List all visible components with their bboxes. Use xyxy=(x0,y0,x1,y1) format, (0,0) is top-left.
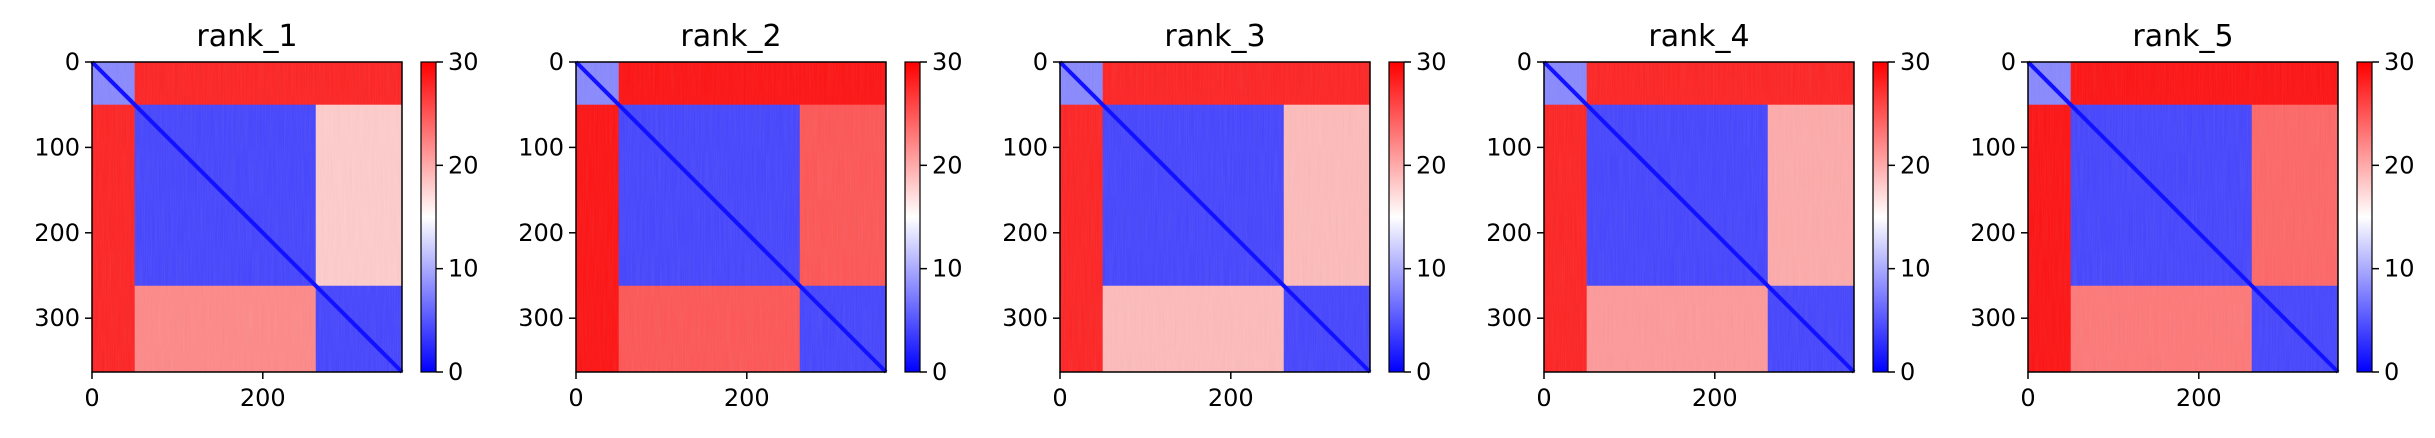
panel-title: rank_1 xyxy=(196,19,297,54)
y-tick-label: 100 xyxy=(1002,133,1048,161)
heatmap-diagonal xyxy=(1058,60,1372,374)
colorbar-tick-label: 0 xyxy=(932,358,947,386)
plot-frame xyxy=(2027,61,2339,373)
y-tick-label: 0 xyxy=(65,48,80,76)
colorbar: 0 10 20 30 xyxy=(904,48,963,386)
colorbar: 0 10 20 30 xyxy=(2356,48,2415,386)
heatmap xyxy=(574,60,888,374)
y-tick-label: 200 xyxy=(518,219,564,247)
x-tick-label: 200 xyxy=(1208,384,1254,412)
colorbar-tick-label: 0 xyxy=(1900,358,1915,386)
colorbar-tick-label: 10 xyxy=(2384,255,2415,283)
panel-rank_5: rank_5 0 200 0 100 200 300 0 10 20 30 xyxy=(1970,19,2414,412)
x-tick-label: 0 xyxy=(568,384,583,412)
y-tick-label: 100 xyxy=(1970,133,2016,161)
colorbar-gradient xyxy=(1388,61,1405,373)
colorbar-tick-label: 20 xyxy=(1416,151,1447,179)
panel-rank_4: rank_4 0 200 0 100 200 300 0 10 20 30 xyxy=(1486,19,1930,412)
y-tick-label: 100 xyxy=(1486,133,1532,161)
heatmap-diagonal xyxy=(90,60,404,374)
panel-title: rank_5 xyxy=(2132,19,2233,54)
colorbar-tick-label: 10 xyxy=(1416,255,1447,283)
colorbar: 0 10 20 30 xyxy=(1872,48,1931,386)
colorbar-tick-label: 20 xyxy=(448,151,479,179)
colorbar-gradient xyxy=(904,61,921,373)
colorbar-tick-label: 30 xyxy=(448,48,479,76)
colorbar-tick-label: 30 xyxy=(1416,48,1447,76)
panel-rank_1: rank_1 0 200 0 100 200 300 0 10 20 30 xyxy=(34,19,478,412)
y-tick-label: 200 xyxy=(1002,219,1048,247)
colorbar-tick-label: 20 xyxy=(932,151,963,179)
y-tick-label: 0 xyxy=(549,48,564,76)
heatmap-diagonal xyxy=(574,60,888,374)
heatmap xyxy=(2026,60,2340,374)
colorbar-tick-label: 20 xyxy=(2384,151,2415,179)
colorbar: 0 10 20 30 xyxy=(420,48,479,386)
y-tick-label: 200 xyxy=(1486,219,1532,247)
x-tick-label: 0 xyxy=(1536,384,1551,412)
plot-frame xyxy=(91,61,403,373)
x-tick-label: 0 xyxy=(84,384,99,412)
y-tick-label: 300 xyxy=(518,304,564,332)
y-tick-label: 100 xyxy=(518,133,564,161)
x-tick-label: 0 xyxy=(1052,384,1067,412)
plot-frame xyxy=(1543,61,1855,373)
x-tick-label: 200 xyxy=(1692,384,1738,412)
panel-rank_3: rank_3 0 200 0 100 200 300 0 10 20 30 xyxy=(1002,19,1446,412)
x-tick-label: 200 xyxy=(2176,384,2222,412)
x-tick-label: 0 xyxy=(2020,384,2035,412)
plot-frame xyxy=(575,61,887,373)
y-tick-label: 300 xyxy=(1486,304,1532,332)
heatmap-diagonal xyxy=(1542,60,1856,374)
y-tick-label: 0 xyxy=(1033,48,1048,76)
colorbar-tick-label: 30 xyxy=(1900,48,1931,76)
heatmap xyxy=(1058,60,1372,374)
heatmap-diagonal xyxy=(2026,60,2340,374)
y-tick-label: 200 xyxy=(1970,219,2016,247)
y-tick-label: 300 xyxy=(1002,304,1048,332)
panel-title: rank_2 xyxy=(680,19,781,54)
heatmap xyxy=(1542,60,1856,374)
colorbar-tick-label: 0 xyxy=(448,358,463,386)
colorbar-gradient xyxy=(2356,61,2373,373)
colorbar-tick-label: 10 xyxy=(1900,255,1931,283)
colorbar-tick-label: 20 xyxy=(1900,151,1931,179)
y-tick-label: 0 xyxy=(2001,48,2016,76)
colorbar-gradient xyxy=(1872,61,1889,373)
y-tick-label: 300 xyxy=(1970,304,2016,332)
colorbar: 0 10 20 30 xyxy=(1388,48,1447,386)
x-tick-label: 200 xyxy=(240,384,286,412)
colorbar-tick-label: 0 xyxy=(1416,358,1431,386)
colorbar-tick-label: 10 xyxy=(448,255,479,283)
colorbar-tick-label: 30 xyxy=(932,48,963,76)
colorbar-tick-label: 30 xyxy=(2384,48,2415,76)
colorbar-tick-label: 10 xyxy=(932,255,963,283)
y-tick-label: 200 xyxy=(34,219,80,247)
colorbar-gradient xyxy=(420,61,437,373)
colorbar-tick-label: 0 xyxy=(2384,358,2399,386)
y-tick-label: 300 xyxy=(34,304,80,332)
panel-rank_2: rank_2 0 200 0 100 200 300 0 10 20 30 xyxy=(518,19,962,412)
heatmap xyxy=(90,60,404,374)
plot-frame xyxy=(1059,61,1371,373)
y-tick-label: 100 xyxy=(34,133,80,161)
panel-title: rank_3 xyxy=(1164,19,1265,54)
panel-title: rank_4 xyxy=(1648,19,1749,54)
x-tick-label: 200 xyxy=(724,384,770,412)
y-tick-label: 0 xyxy=(1517,48,1532,76)
